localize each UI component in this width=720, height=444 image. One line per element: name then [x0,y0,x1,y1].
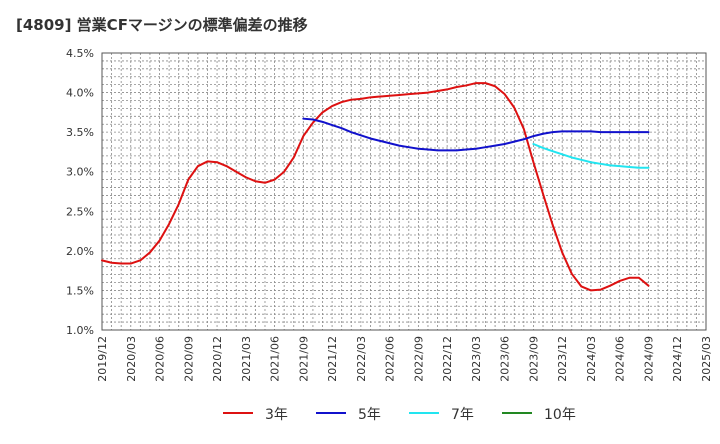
x-tick-label: 2022/09 [412,336,425,382]
x-tick-label: 2023/12 [556,336,569,382]
y-tick-label: 1.5% [66,284,94,297]
series-line-2 [302,117,650,152]
x-tick-label: 2021/06 [269,336,282,382]
legend-label-1: 3年 [265,407,288,423]
x-tick-label: 2023/09 [527,336,540,382]
x-tick-label: 2020/03 [125,336,138,382]
x-tick-label: 2020/12 [211,336,224,382]
x-tick-label: 2019/12 [96,336,109,382]
series-line-3 [532,143,650,169]
y-tick-label: 1.0% [66,324,94,337]
legend-label-3: 7年 [451,407,474,423]
grid-layer [101,52,707,331]
x-tick-label: 2024/03 [585,336,598,382]
x-tick-label: 2024/09 [642,336,655,382]
series-line-1 [101,82,650,292]
x-tick-label: 2022/06 [384,336,397,382]
y-tick-label: 2.5% [66,205,94,218]
y-tick-label: 4.0% [66,87,94,100]
x-tick-label: 2020/09 [182,336,195,382]
chart-title: [4809] 営業CFマージンの標準偏差の推移 [16,16,308,34]
x-tick-label: 2022/12 [441,336,454,382]
y-tick-label: 3.5% [66,126,94,139]
x-tick-label: 2021/09 [297,336,310,382]
x-tick-label: 2021/03 [240,336,253,382]
x-axis-labels: 2019/12 2020/03 2020/06 2020/09 2020/12 2021/… [96,336,713,382]
x-tick-label: 2024/06 [614,336,627,382]
y-axis-labels: 1.0% 1.5% 2.0% 2.5% 3.0% 3.5% 4.0% 4.5% [66,47,94,337]
x-tick-label: 2022/03 [355,336,368,382]
plot-background [102,53,706,330]
x-tick-label: 2023/03 [470,336,483,382]
legend-label-2: 5年 [358,407,381,423]
x-tick-label: 2025/03 [700,336,713,382]
x-tick-label: 2024/12 [671,336,684,382]
x-tick-label: 2023/06 [499,336,512,382]
legend-label-4: 10年 [544,407,576,423]
plot-frame [101,52,707,331]
y-tick-label: 2.0% [66,245,94,258]
y-tick-label: 3.0% [66,166,94,179]
x-tick-label: 2020/06 [154,336,167,382]
y-tick-label: 4.5% [66,47,94,60]
legend: 3年 5年 7年 10年 [223,407,576,423]
series-layer [101,82,650,292]
x-tick-label: 2021/12 [326,336,339,382]
